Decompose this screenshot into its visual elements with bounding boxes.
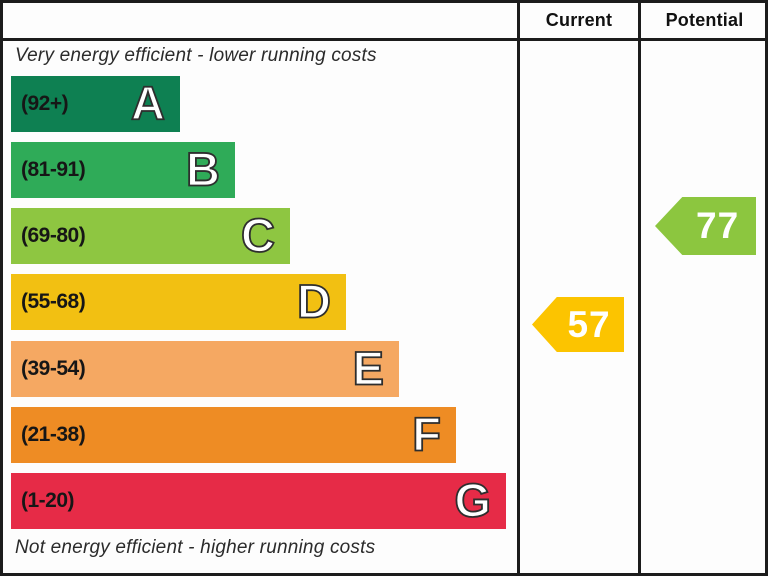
band-letter: G [454,473,492,527]
band-row-f: (21-38) F [11,407,456,463]
band-letter: F [411,407,442,461]
band-letter: C [240,208,276,262]
band-row-g: (1-20) G [11,473,506,529]
header-divider [3,38,765,41]
column-header-current: Current [545,10,613,30]
band-row-e: (39-54) E [11,341,399,397]
band-range-label: (1-20) [21,489,75,512]
band-range-label: (69-80) [21,224,86,247]
band-letter: B [185,142,221,196]
caption-not-efficient: Not energy efficient - higher running co… [15,537,376,558]
caption-very-efficient: Very energy efficient - lower running co… [15,45,377,66]
band-letter: D [296,274,332,328]
column-divider-potential [638,3,641,573]
band-row-c: (69-80) C [11,208,290,264]
band-letter: E [352,341,385,395]
band-range-label: (92+) [21,92,69,115]
column-divider-current [517,3,520,573]
current-rating-arrow-icon: 57 [532,297,624,352]
potential-rating-arrow-icon: 77 [655,197,756,255]
band-range-label: (21-38) [21,423,86,446]
band-row-b: (81-91) B [11,142,235,198]
column-header-potential: Potential [665,10,744,30]
band-row-d: (55-68) D [11,274,346,330]
band-row-a: (92+) A [11,76,180,132]
current-rating-value: 57 [567,303,611,345]
potential-rating-value: 77 [696,205,740,246]
band-letter: A [130,76,166,130]
band-range-label: (81-91) [21,158,86,181]
band-range-label: (39-54) [21,357,86,380]
band-range-label: (55-68) [21,290,86,313]
